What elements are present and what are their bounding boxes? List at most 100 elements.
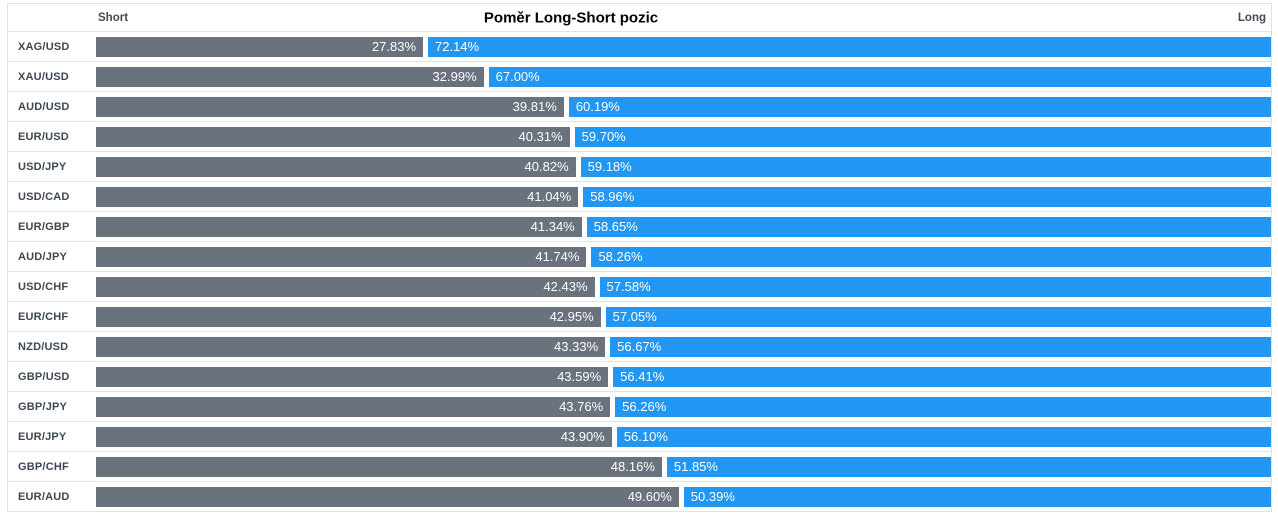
chart-row: XAU/USD 32.99% 67.00% [8, 61, 1271, 91]
long-value: 72.14% [435, 38, 480, 54]
bar-track: 42.43% 57.58% [96, 276, 1271, 297]
long-value: 56.26% [622, 398, 667, 414]
bar-track: 32.99% 67.00% [96, 66, 1271, 87]
long-value: 50.39% [690, 488, 735, 504]
short-value: 42.43% [543, 278, 588, 294]
chart-title: Poměr Long-Short pozic [483, 9, 659, 26]
pair-label: USD/CAD [18, 190, 70, 203]
short-value: 42.95% [549, 308, 594, 324]
bar-track: 39.81% 60.19% [96, 96, 1271, 117]
short-bar: 41.74% [96, 246, 587, 267]
short-value: 49.60% [627, 488, 672, 504]
pair-label: USD/CHF [18, 280, 69, 293]
chart-row: AUD/USD 39.81% 60.19% [8, 91, 1271, 121]
chart-row: AUD/JPY 41.74% 58.26% [8, 241, 1271, 271]
pair-label: EUR/JPY [18, 430, 67, 443]
short-bar: 42.43% [96, 276, 595, 297]
bar-track: 42.95% 57.05% [96, 306, 1271, 327]
bar-track: 49.60% 50.39% [96, 486, 1271, 507]
bar-track: 43.59% 56.41% [96, 366, 1271, 387]
pair-label: GBP/CHF [18, 460, 69, 473]
long-value: 57.58% [606, 278, 651, 294]
short-bar: 43.59% [96, 366, 609, 387]
long-bar: 56.41% [613, 366, 1271, 387]
long-value: 67.00% [495, 68, 540, 84]
short-bar: 39.81% [96, 96, 564, 117]
short-value: 32.99% [432, 68, 477, 84]
chart-row: GBP/CHF 48.16% 51.85% [8, 451, 1271, 481]
pair-label: EUR/GBP [18, 220, 70, 233]
short-bar: 40.82% [96, 156, 576, 177]
short-value: 41.04% [527, 188, 572, 204]
chart-row: EUR/CHF 42.95% 57.05% [8, 301, 1271, 331]
short-bar: 48.16% [96, 456, 662, 477]
long-value: 58.96% [590, 188, 635, 204]
chart-row: NZD/USD 43.33% 56.67% [8, 331, 1271, 361]
chart-row: USD/CHF 42.43% 57.58% [8, 271, 1271, 301]
long-bar: 72.14% [428, 36, 1271, 57]
short-value: 40.31% [518, 128, 563, 144]
bar-track: 27.83% 72.14% [96, 36, 1271, 57]
chart-row: XAG/USD 27.83% 72.14% [8, 31, 1271, 61]
short-bar: 42.95% [96, 306, 601, 327]
bar-track: 41.04% 58.96% [96, 186, 1271, 207]
short-bar: 43.90% [96, 426, 612, 447]
short-bar: 49.60% [96, 486, 679, 507]
long-value: 59.70% [581, 128, 626, 144]
short-value: 48.16% [610, 458, 655, 474]
long-bar: 58.96% [583, 186, 1271, 207]
chart-row: EUR/AUD 49.60% 50.39% [8, 481, 1271, 511]
long-bar: 58.65% [586, 216, 1271, 237]
chart-header: Short Poměr Long-Short pozic Long [8, 4, 1271, 31]
pair-label: EUR/USD [18, 130, 69, 143]
short-bar: 40.31% [96, 126, 570, 147]
pair-label: NZD/USD [18, 340, 69, 353]
short-value: 40.82% [524, 158, 569, 174]
long-bar: 58.26% [591, 246, 1271, 267]
bar-track: 40.82% 59.18% [96, 156, 1271, 177]
short-value: 27.83% [371, 38, 416, 54]
long-value: 59.18% [587, 158, 632, 174]
long-bar: 59.70% [574, 126, 1271, 147]
long-bar: 50.39% [683, 486, 1271, 507]
short-bar: 41.34% [96, 216, 582, 237]
chart-rows: XAG/USD 27.83% 72.14% XAU/USD 32.99% 67.00% AU… [8, 31, 1271, 511]
short-value: 41.34% [530, 218, 575, 234]
long-bar: 67.00% [488, 66, 1271, 87]
short-bar: 41.04% [96, 186, 579, 207]
pair-label: XAG/USD [18, 40, 70, 53]
pair-label: XAU/USD [18, 70, 69, 83]
bar-track: 41.34% 58.65% [96, 216, 1271, 237]
pair-label: GBP/JPY [18, 400, 68, 413]
pair-label: AUD/USD [18, 100, 70, 113]
long-value: 58.26% [598, 248, 643, 264]
chart-row: EUR/JPY 43.90% 56.10% [8, 421, 1271, 451]
pair-label: EUR/CHF [18, 310, 69, 323]
long-value: 57.05% [612, 308, 657, 324]
long-bar: 59.18% [580, 156, 1271, 177]
chart-row: GBP/USD 43.59% 56.41% [8, 361, 1271, 391]
short-bar: 27.83% [96, 36, 423, 57]
short-bar: 43.76% [96, 396, 611, 417]
short-bar: 32.99% [96, 66, 484, 87]
chart-row: USD/CAD 41.04% 58.96% [8, 181, 1271, 211]
long-bar: 51.85% [666, 456, 1271, 477]
short-value: 43.90% [560, 428, 605, 444]
chart-row: GBP/JPY 43.76% 56.26% [8, 391, 1271, 421]
bar-track: 43.33% 56.67% [96, 336, 1271, 357]
short-axis-label: Short [98, 11, 129, 24]
long-bar: 56.10% [616, 426, 1271, 447]
chart-row: EUR/USD 40.31% 59.70% [8, 121, 1271, 151]
pair-label: AUD/JPY [18, 250, 68, 263]
bar-track: 48.16% 51.85% [96, 456, 1271, 477]
short-value: 43.76% [559, 398, 604, 414]
short-value: 43.59% [557, 368, 602, 384]
chart-row: EUR/GBP 41.34% 58.65% [8, 211, 1271, 241]
long-bar: 57.05% [605, 306, 1271, 327]
pair-label: GBP/USD [18, 370, 70, 383]
chart-row: USD/JPY 40.82% 59.18% [8, 151, 1271, 181]
long-axis-label: Long [1237, 11, 1266, 24]
short-bar: 43.33% [96, 336, 606, 357]
long-value: 58.65% [593, 218, 638, 234]
long-value: 56.67% [617, 338, 662, 354]
